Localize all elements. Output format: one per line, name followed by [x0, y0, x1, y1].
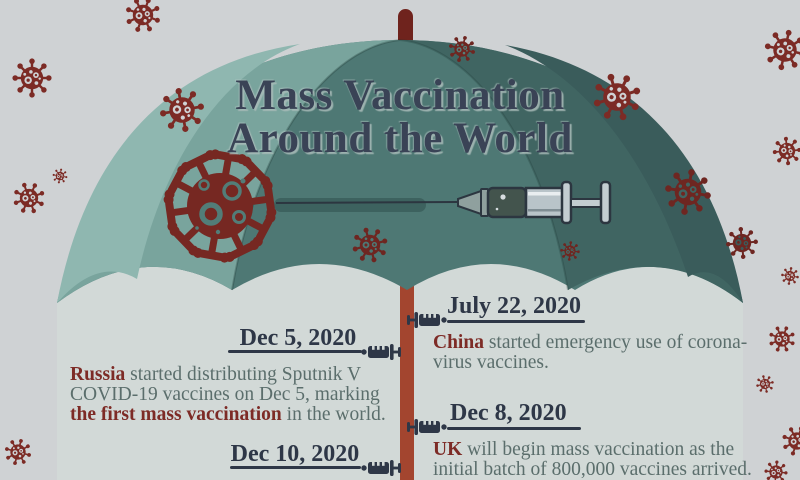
needle-shadow	[274, 198, 426, 212]
syringe-icon	[361, 460, 401, 476]
timeline-date-dec8: Dec 8, 2020	[450, 400, 567, 426]
syringe-icon	[407, 312, 447, 328]
text-line: COVID-19 vaccines on Dec 5, marking	[70, 384, 380, 405]
timeline-text-jul22: China started emergency use of corona- v…	[433, 333, 783, 373]
text-line: the first mass vaccination in the world.	[70, 404, 386, 425]
country-highlight: UK	[433, 439, 463, 460]
text-line: virus vaccines.	[433, 352, 549, 373]
timeline-date-jul22: July 22, 2020	[447, 293, 582, 319]
timeline-text-dec5: Russia started distributing Sputnik V CO…	[70, 365, 410, 425]
text-line: initial batch of 800,000 vaccines arrive…	[433, 459, 752, 480]
timeline-date-dec5: Dec 5, 2020	[239, 325, 357, 351]
needle-line	[275, 201, 459, 204]
phrase-highlight: the first mass vaccination	[70, 404, 282, 425]
timeline-rule-dec10	[230, 466, 361, 469]
poster-title-line1: Mass Vaccination	[235, 72, 565, 119]
poster-title-line2: Around the World	[227, 115, 573, 162]
country-highlight: Russia	[70, 364, 126, 385]
syringe-icon	[407, 419, 447, 435]
timeline-text-dec8: UK will begin mass vaccination as the in…	[433, 440, 793, 480]
text-line: UK will begin mass vaccination as the	[433, 439, 735, 460]
syringe-icon	[361, 344, 401, 360]
timeline-rule-dec8	[447, 427, 581, 430]
text-line: China started emergency use of corona-	[433, 332, 748, 353]
big-virus-icon	[163, 149, 277, 263]
timeline-date-dec10: Dec 10, 2020	[230, 441, 360, 467]
text-line: Russia started distributing Sputnik V	[70, 364, 362, 385]
umbrella-pole	[400, 258, 414, 480]
timeline-rule-dec5	[228, 350, 362, 353]
syringe-illustration	[457, 180, 612, 225]
timeline-rule-jul22	[447, 320, 585, 323]
country-highlight: China	[433, 332, 484, 353]
